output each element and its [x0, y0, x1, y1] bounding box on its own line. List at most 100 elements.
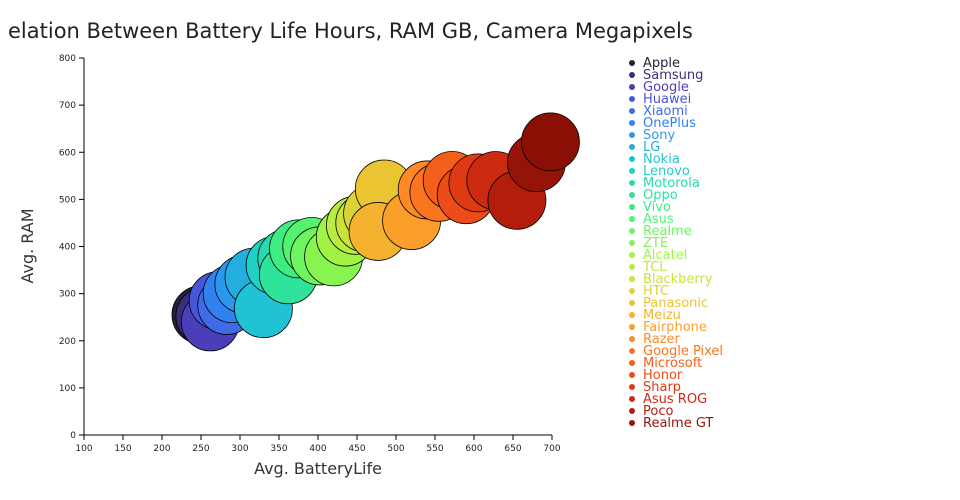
legend-item: Google Pixel — [629, 344, 723, 359]
legend-marker — [629, 384, 635, 390]
legend-marker — [629, 108, 635, 114]
legend-label: LG — [643, 140, 660, 155]
y-tick-label: 100 — [59, 384, 76, 394]
legend-label: Apple — [643, 56, 680, 71]
bubbles — [171, 112, 580, 352]
legend-marker — [629, 252, 635, 258]
legend-item: Realme GT — [629, 416, 713, 431]
x-tick-label: 250 — [192, 444, 209, 454]
x-tick-label: 300 — [231, 444, 248, 454]
legend-label: Panasonic — [643, 296, 708, 311]
legend-marker — [629, 144, 635, 150]
x-tick-label: 700 — [543, 444, 560, 454]
legend-item: Nokia — [629, 152, 680, 167]
legend-item: OnePlus — [629, 116, 696, 131]
legend-label: Sony — [643, 128, 675, 143]
legend-item: Motorola — [629, 176, 700, 191]
x-tick-label: 350 — [270, 444, 287, 454]
bubble-point — [521, 112, 580, 172]
legend-marker — [629, 396, 635, 402]
legend-marker — [629, 132, 635, 138]
legend-item: Poco — [629, 404, 673, 419]
legend-label: Huawei — [643, 92, 691, 107]
legend-label: Razer — [643, 332, 681, 347]
legend-marker — [629, 420, 635, 426]
legend-marker — [629, 216, 635, 222]
legend-label: Poco — [643, 404, 673, 419]
y-tick-label: 300 — [59, 290, 76, 300]
legend-label: Asus — [643, 212, 674, 227]
y-tick-label: 200 — [59, 337, 76, 347]
legend-marker — [629, 300, 635, 306]
legend-item: Lenovo — [629, 164, 690, 179]
y-tick-label: 800 — [59, 54, 76, 64]
legend-marker — [629, 96, 635, 102]
x-tick-label: 650 — [504, 444, 521, 454]
legend-label: Oppo — [643, 188, 678, 203]
legend-marker — [629, 168, 635, 174]
legend-item: LG — [629, 140, 660, 155]
x-tick-label: 200 — [153, 444, 170, 454]
legend-item: Samsung — [629, 68, 703, 83]
legend-label: TCL — [642, 260, 667, 275]
legend-label: Lenovo — [643, 164, 690, 179]
legend-marker — [629, 372, 635, 378]
legend-item: ZTE — [629, 236, 668, 251]
legend-item: Razer — [629, 332, 681, 347]
x-axis-title: Avg. BatteryLife — [254, 459, 382, 478]
legend-label: Samsung — [643, 68, 703, 83]
legend-label: Alcatel — [643, 248, 687, 263]
legend-label: OnePlus — [643, 116, 696, 131]
x-tick-label: 550 — [426, 444, 443, 454]
legend-item: Honor — [629, 368, 683, 383]
legend-label: Xiaomi — [643, 104, 688, 119]
legend-label: ZTE — [643, 236, 668, 251]
legend-item: Huawei — [629, 92, 691, 107]
legend-label: Asus ROG — [643, 392, 707, 407]
y-tick-label: 400 — [59, 243, 76, 253]
legend-marker — [629, 120, 635, 126]
legend-marker — [629, 348, 635, 354]
x-tick-label: 400 — [309, 444, 326, 454]
y-tick-label: 600 — [59, 148, 76, 158]
legend-item: Blackberry — [629, 272, 713, 287]
legend-marker — [629, 204, 635, 210]
x-tick-label: 500 — [387, 444, 404, 454]
legend-marker — [629, 240, 635, 246]
legend-label: Google Pixel — [643, 344, 723, 359]
legend-marker — [629, 180, 635, 186]
legend-marker — [629, 72, 635, 78]
legend-label: Vivo — [643, 200, 671, 215]
legend-item: Sony — [629, 128, 675, 143]
legend-item: Microsoft — [629, 356, 702, 371]
legend-marker — [629, 192, 635, 198]
x-tick-label: 150 — [114, 444, 131, 454]
legend-marker — [629, 84, 635, 90]
legend-marker — [629, 336, 635, 342]
legend: AppleSamsungGoogleHuaweiXiaomiOnePlusSon… — [629, 56, 723, 431]
y-tick-label: 700 — [59, 101, 76, 111]
legend-marker — [629, 408, 635, 414]
legend-item: Apple — [629, 56, 680, 71]
legend-label: Honor — [643, 368, 683, 383]
y-tick-label: 0 — [70, 431, 76, 441]
legend-marker — [629, 60, 635, 66]
y-tick-label: 500 — [59, 195, 76, 205]
legend-item: Asus ROG — [629, 392, 707, 407]
legend-marker — [629, 360, 635, 366]
legend-item: Vivo — [629, 200, 671, 215]
legend-item: Oppo — [629, 188, 678, 203]
x-tick-label: 100 — [75, 444, 92, 454]
legend-label: Nokia — [643, 152, 680, 167]
legend-label: Fairphone — [643, 320, 707, 335]
legend-label: HTC — [643, 284, 669, 299]
legend-marker — [629, 324, 635, 330]
legend-item: Fairphone — [629, 320, 707, 335]
legend-marker — [629, 228, 635, 234]
legend-item: Xiaomi — [629, 104, 688, 119]
legend-label: Realme — [643, 224, 692, 239]
legend-marker — [629, 276, 635, 282]
legend-marker — [629, 312, 635, 318]
x-tick-label: 450 — [348, 444, 365, 454]
